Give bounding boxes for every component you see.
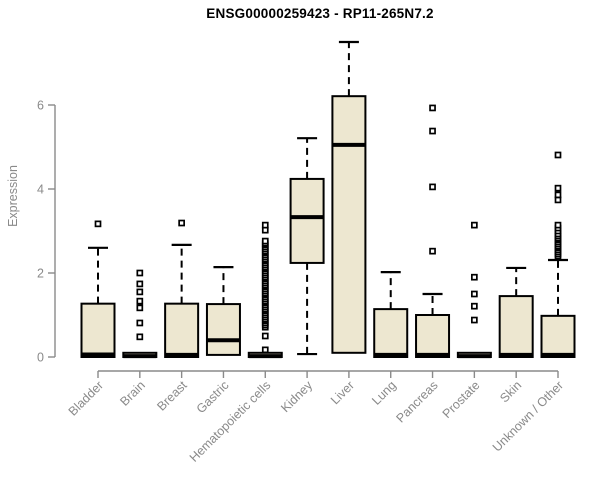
x-tick-label: Gastric [194,378,232,416]
box-hematopoietic-cells [247,221,283,359]
iqr-box [498,295,534,359]
outlier-point [554,151,562,159]
x-tick-label: Lung [369,378,399,408]
outlier-point [471,290,478,298]
outlier-point [136,304,144,312]
box-gastric [205,266,241,356]
outlier-point [471,221,478,229]
outlier-point [178,219,185,227]
outlier-point [261,346,269,354]
outlier-point [554,191,562,199]
x-tick-label: Pancreas [393,378,440,425]
outlier-point [471,302,478,310]
iqr-box [373,308,409,358]
x-tick-label: Brain [117,378,148,409]
outlier-point [136,280,144,288]
outlier-point [429,127,436,135]
x-tick-label: Bladder [66,378,106,418]
outlier-point [94,220,102,228]
x-tick-label: Hematopoietic cells [187,378,274,465]
outlier-point [554,184,562,192]
x-tick-label: Prostate [440,378,483,421]
outlier-point [136,288,144,296]
x-tick-label: Kidney [278,378,315,415]
outlier-point [261,221,269,229]
x-tick-label: Unknown / Other [490,378,566,454]
box-breast [164,219,200,359]
chart-title: ENSG00000259423 - RP11-265N7.2 [206,6,434,21]
iqr-box [540,314,576,358]
outlier-point [471,316,478,324]
x-tick-label: Liver [328,378,357,407]
box-brain [122,269,158,359]
outlier-point [261,332,269,340]
iqr-box [331,95,367,354]
box-liver [331,40,367,354]
box-kidney [289,137,325,356]
y-tick-label: 0 [37,351,44,365]
box-skin [498,266,534,359]
outlier-point [136,319,144,327]
x-tick-label: Breast [154,378,190,414]
iqr-box [80,302,116,359]
outlier-point [136,269,144,277]
box-unknown-other [540,151,576,358]
iqr-box [205,303,241,356]
y-tick-label: 2 [37,267,44,281]
outlier-point [429,247,436,255]
outlier-point [136,297,144,305]
outlier-point [554,221,562,229]
box-pancreas [415,104,451,358]
outlier-point [429,104,436,112]
outlier-point [429,183,436,191]
outlier-point [261,237,269,245]
iqr-box [289,177,325,264]
iqr-box [164,302,200,359]
y-tick-label: 4 [37,183,44,197]
iqr-box [415,314,451,358]
box-lung [373,271,409,358]
box-bladder [80,220,116,359]
outlier-point [136,333,144,341]
x-tick-label: Skin [497,378,524,405]
y-tick-label: 6 [37,99,44,113]
box-prostate [456,221,492,359]
outlier-point [471,273,478,281]
